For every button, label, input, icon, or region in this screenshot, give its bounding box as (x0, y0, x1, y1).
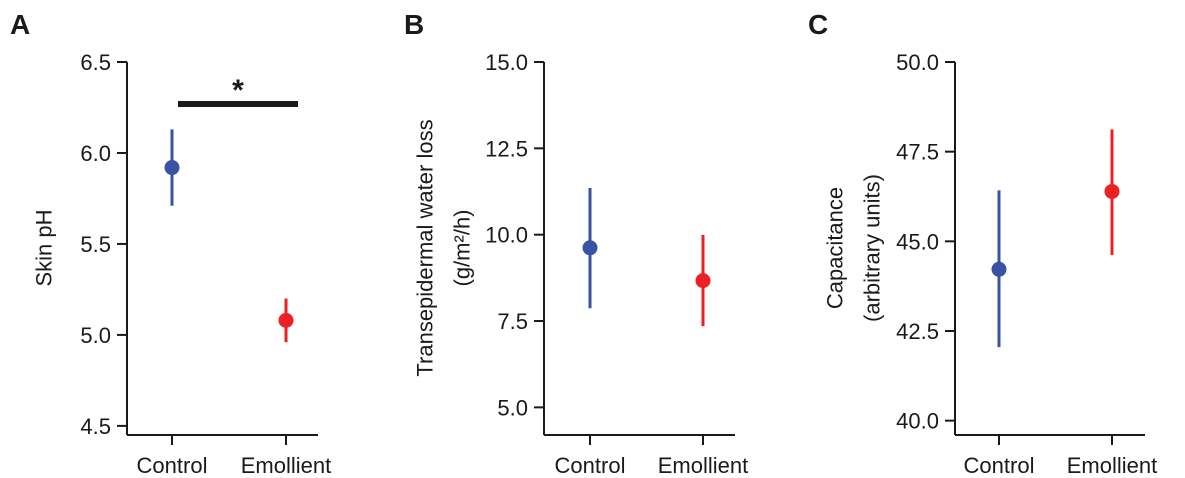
mean-point-emollient (695, 273, 711, 289)
y-tick-label: 5.0 (497, 395, 528, 420)
x-tick-label: Control (555, 453, 626, 478)
x-tick-label: Control (137, 453, 208, 478)
y-tick-label: 45.0 (896, 229, 939, 254)
y-tick-label: 10.0 (485, 223, 528, 248)
x-tick-label: Emollient (241, 453, 331, 478)
y-axis-label: (g/m²/h) (450, 210, 475, 287)
significance-star: * (232, 74, 244, 107)
mean-point-emollient (1104, 183, 1120, 199)
y-axis-label: Capacitance (823, 187, 848, 309)
mean-point-control (582, 240, 598, 256)
y-axis-label: Skin pH (32, 209, 57, 286)
y-axis-label: Transepidermal water loss (413, 119, 438, 376)
x-tick-label: Emollient (658, 453, 748, 478)
y-tick-label: 6.0 (80, 141, 111, 166)
y-tick-label: 7.5 (497, 309, 528, 334)
panel-letter: A (10, 9, 30, 40)
y-tick-label: 40.0 (896, 409, 939, 434)
x-tick-label: Control (964, 453, 1035, 478)
mean-point-control (991, 261, 1007, 277)
mean-point-control (164, 160, 180, 176)
y-tick-label: 47.5 (896, 140, 939, 165)
mean-point-emollient (278, 312, 294, 328)
y-tick-label: 4.5 (80, 414, 111, 439)
y-tick-label: 6.5 (80, 50, 111, 75)
panel-letter: B (404, 9, 424, 40)
panel-letter: C (808, 9, 828, 40)
y-axis-label: (arbitrary units) (860, 174, 885, 322)
y-tick-label: 12.5 (485, 136, 528, 161)
y-tick-label: 42.5 (896, 319, 939, 344)
y-tick-label: 5.5 (80, 232, 111, 257)
y-tick-label: 15.0 (485, 50, 528, 75)
y-tick-label: 50.0 (896, 50, 939, 75)
y-tick-label: 5.0 (80, 323, 111, 348)
x-tick-label: Emollient (1067, 453, 1157, 478)
